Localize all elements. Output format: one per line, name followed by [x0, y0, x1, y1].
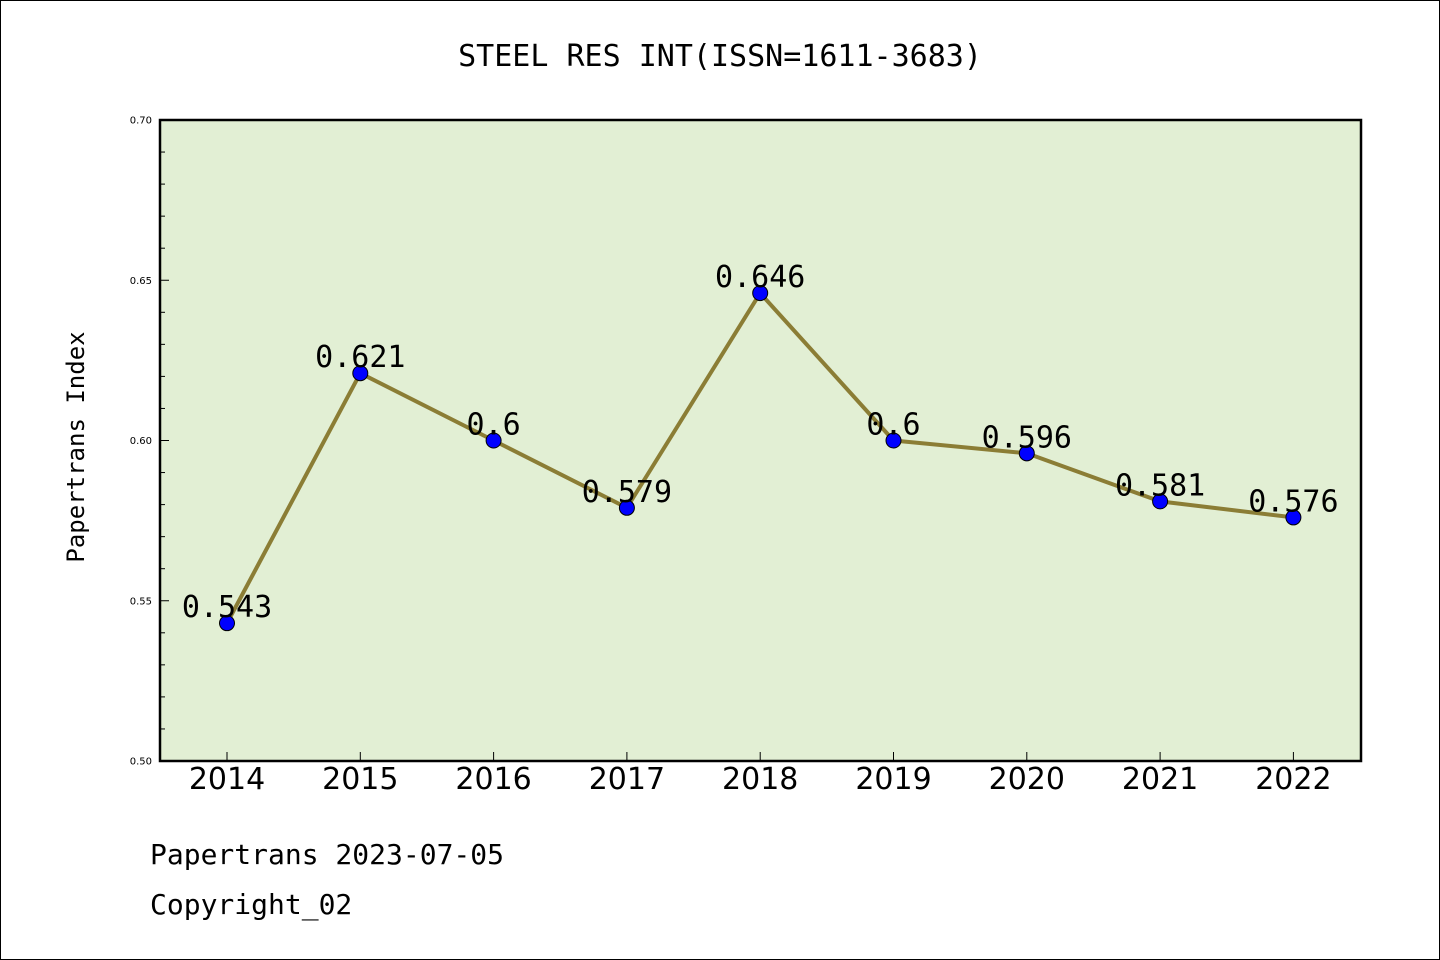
- footer-copyright: Copyright_02: [150, 888, 352, 922]
- y-axis-label: Papertrans Index: [62, 331, 90, 562]
- data-label-2014: 0.543: [182, 590, 272, 625]
- data-label-2018: 0.646: [715, 260, 805, 295]
- x-axis: 2014 2015 2016 2017 2018 2019 2020 2021 2022: [189, 752, 1332, 797]
- data-point-2019: [885, 432, 902, 449]
- data-label-2017: 0.579: [582, 475, 672, 510]
- data-point-2014: [219, 615, 235, 632]
- chart-title: STEEL RES INT(ISSN=1611-3683): [458, 39, 982, 74]
- data-label-2016: 0.6: [467, 408, 521, 443]
- data-point-2018: [752, 285, 769, 302]
- series-papertrans-index: [219, 285, 1302, 632]
- plot-area: [160, 120, 1361, 761]
- y-tick-label: 0.50: [130, 757, 152, 768]
- x-tick-label: 2017: [589, 762, 665, 797]
- plot-border: [158, 118, 1363, 763]
- y-tick-label: 0.65: [130, 276, 152, 287]
- data-label-2020: 0.596: [982, 420, 1072, 455]
- x-tick-label: 2016: [455, 762, 531, 797]
- y-tick-label: 0.70: [130, 116, 152, 127]
- y-axis: 0.50 0.55 0.60 0.65 0.70: [130, 116, 169, 768]
- x-tick-label: 2021: [1122, 762, 1198, 797]
- data-point-2015: [352, 365, 369, 382]
- data-label-2022: 0.576: [1248, 484, 1338, 519]
- data-point-2016: [485, 432, 502, 449]
- data-label-2021: 0.581: [1115, 468, 1205, 503]
- x-tick-label: 2018: [722, 762, 798, 797]
- x-tick-label: 2019: [855, 762, 931, 797]
- y-tick-label: 0.60: [130, 436, 152, 447]
- x-tick-label: 2014: [189, 762, 265, 797]
- footer-date: Papertrans 2023-07-05: [150, 838, 504, 871]
- x-tick-label: 2020: [989, 762, 1065, 797]
- data-label-2015: 0.621: [315, 340, 405, 375]
- data-point-2022: [1285, 509, 1302, 526]
- data-point-2021: [1152, 493, 1169, 510]
- data-label-2019: 0.6: [866, 408, 920, 443]
- x-tick-label: 2015: [322, 762, 398, 797]
- y-tick-label: 0.55: [130, 596, 152, 607]
- data-labels: 0.543 0.621 0.6 0.579 0.646 0.6 0.596 0.581 0.57…: [182, 260, 1339, 625]
- data-point-2017: [618, 499, 635, 516]
- x-tick-label: 2022: [1255, 762, 1331, 797]
- data-point-2020: [1018, 445, 1035, 462]
